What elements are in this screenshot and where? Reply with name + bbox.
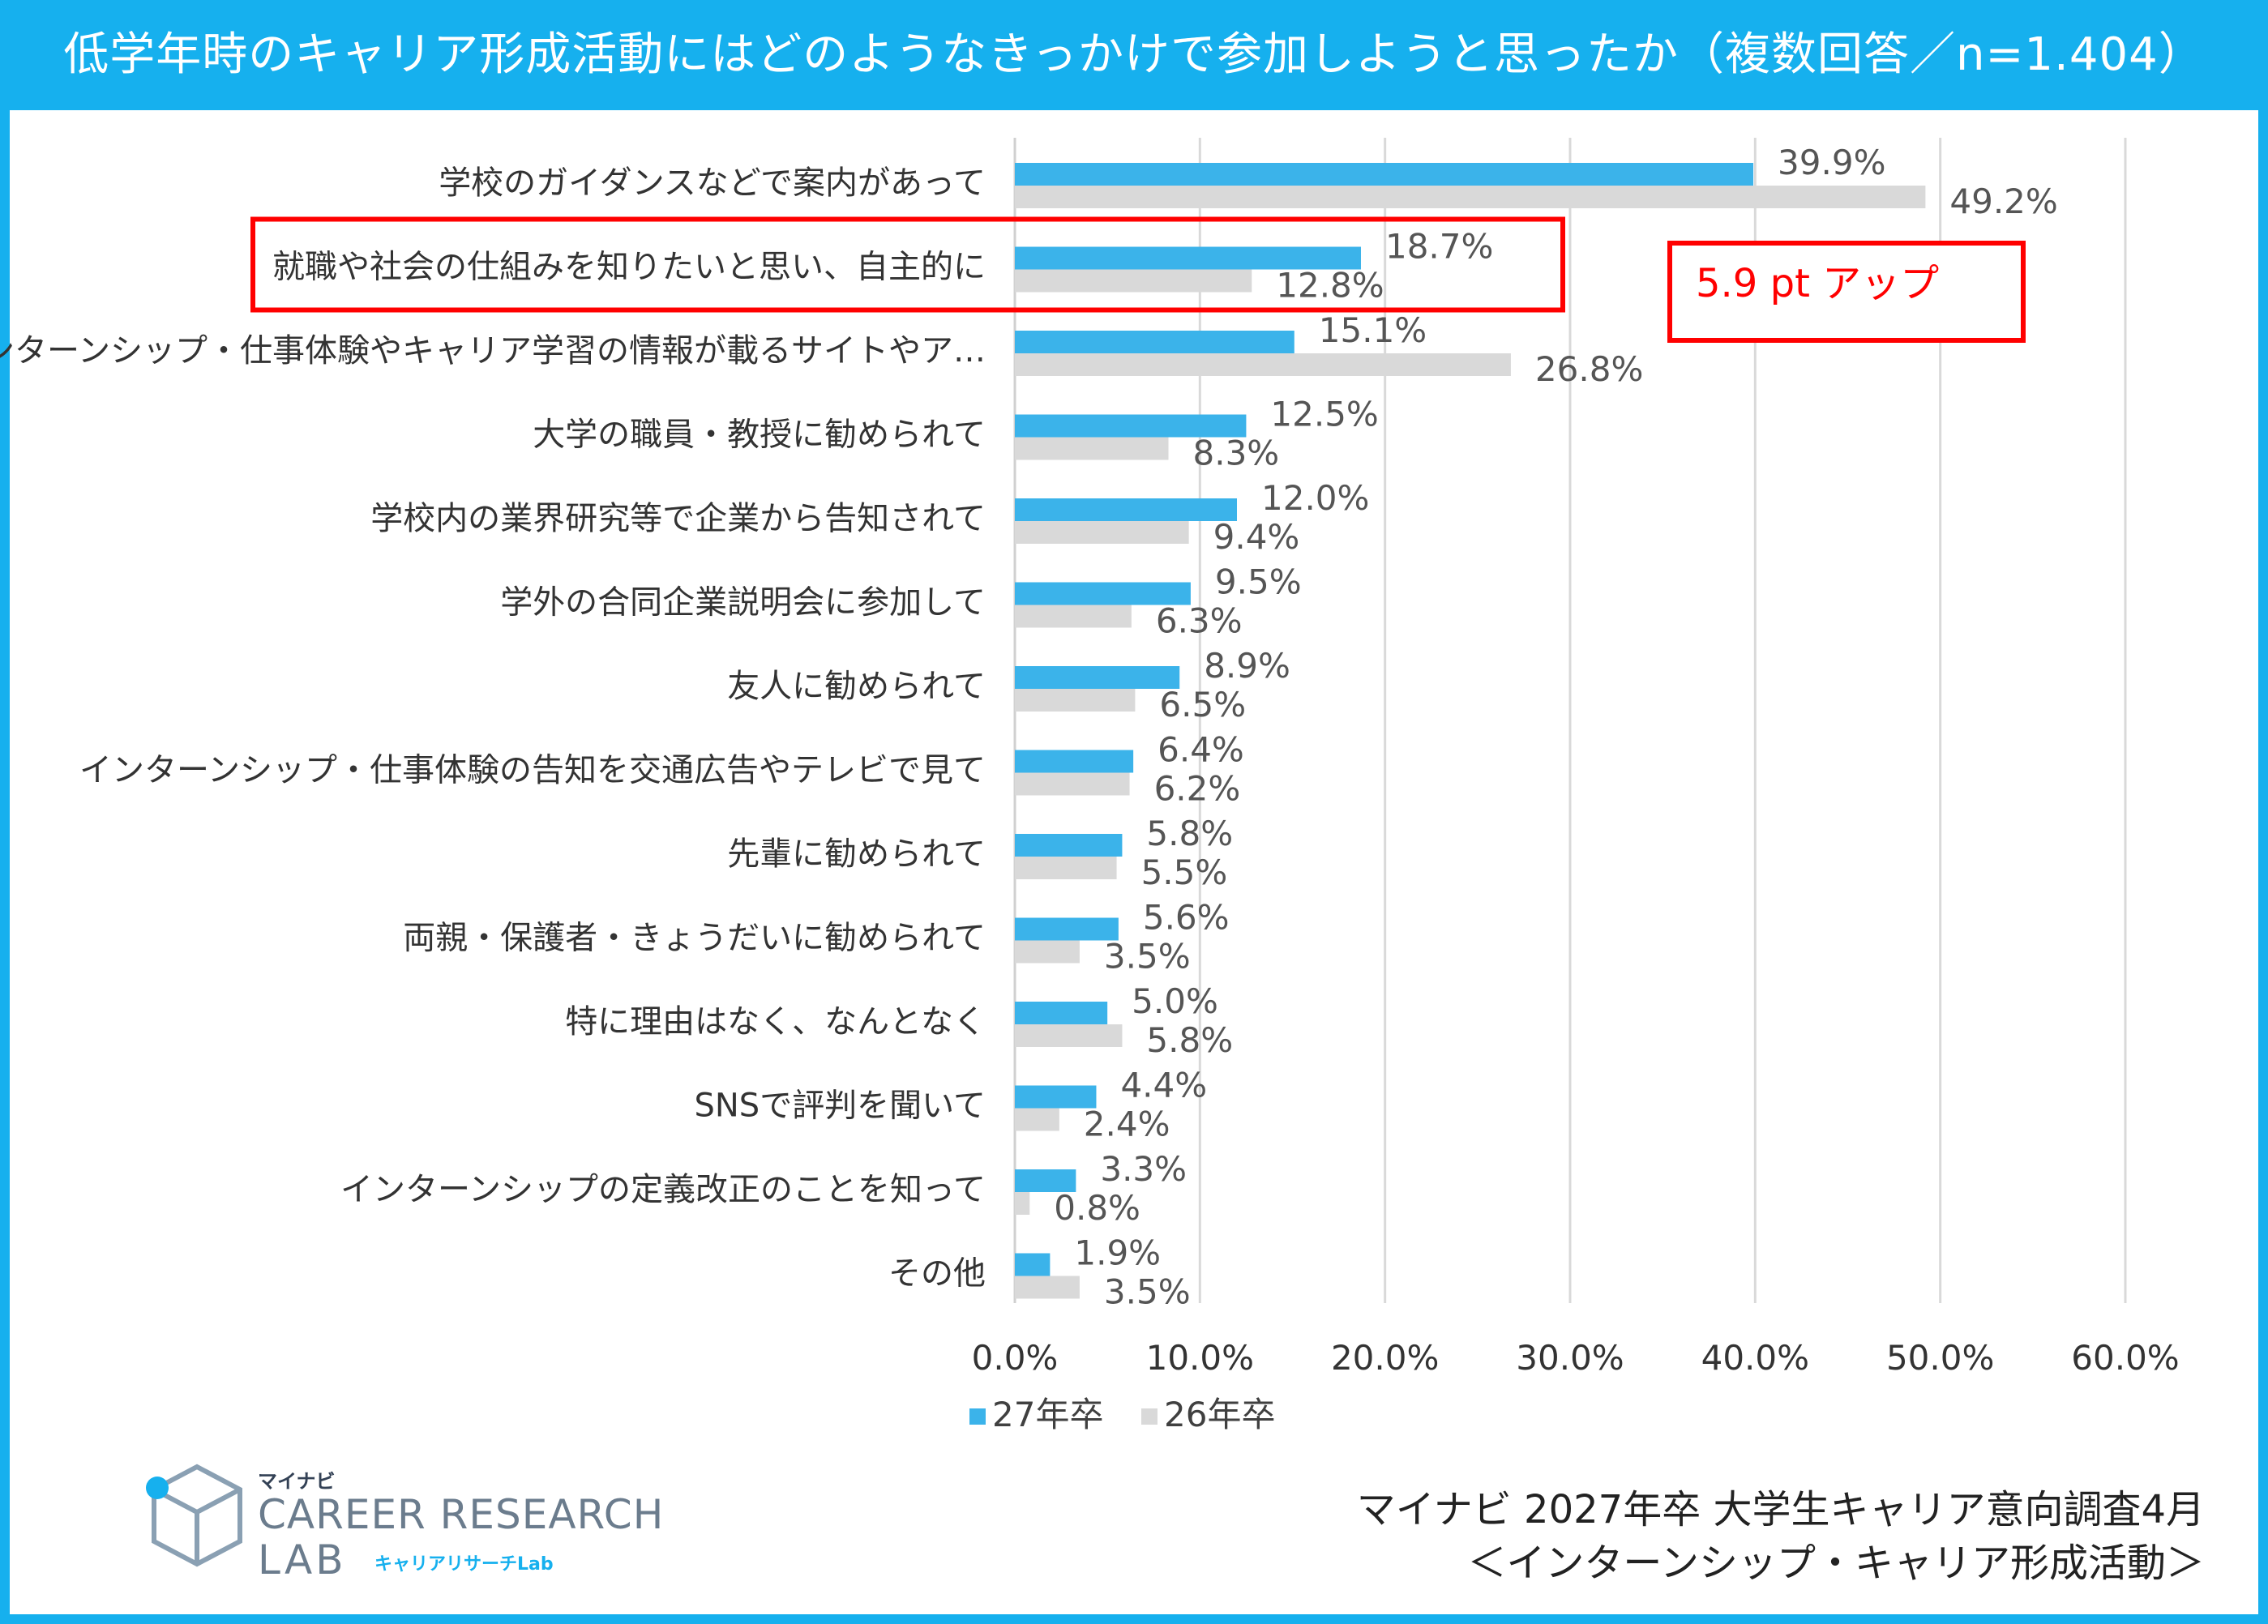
x-tick-label: 30.0% <box>1516 1338 1624 1378</box>
category-label: 大学の職員・教授に勧められて <box>533 417 986 454</box>
bar-26 <box>1015 689 1136 712</box>
category-label: 学校のガイダンスなどで案内があって <box>439 165 986 202</box>
data-label-26: 3.5% <box>1104 937 1191 977</box>
data-label-26: 12.8% <box>1276 266 1384 306</box>
bar-26 <box>1015 437 1169 460</box>
bar-26 <box>1015 772 1130 796</box>
data-label-26: 2.4% <box>1084 1105 1170 1144</box>
category-label: 友人に勧められて <box>727 668 986 705</box>
category-label: 学外の合同企業説明会に参加して <box>500 584 986 622</box>
data-label-26: 6.5% <box>1159 685 1246 724</box>
bar-26 <box>1015 1024 1123 1047</box>
category-label: 学校内の業界研究等で企業から告知されて <box>370 500 986 537</box>
data-label-27: 4.4% <box>1120 1066 1207 1105</box>
data-label-27: 5.6% <box>1143 898 1230 938</box>
x-tick-label: 40.0% <box>1701 1338 1809 1378</box>
bar-26 <box>1015 269 1252 293</box>
data-label-26: 9.4% <box>1213 517 1300 557</box>
highlight-box <box>250 216 1565 313</box>
data-label-26: 3.5% <box>1104 1272 1191 1312</box>
bar-27 <box>1015 834 1123 857</box>
bar-26 <box>1015 521 1189 544</box>
category-label: インターンシップ・仕事体験やキャリア学習の情報が載るサイトやア… <box>0 332 986 370</box>
cube-logo-icon <box>146 1464 242 1567</box>
data-label-27: 12.5% <box>1270 395 1378 434</box>
logo-subtitle: キャリアリサーチLab <box>374 1554 554 1575</box>
category-label: インターンシップの定義改正のことを知って <box>340 1171 986 1208</box>
bar-26 <box>1015 1108 1059 1131</box>
bar-27 <box>1015 582 1191 605</box>
category-label: 両親・保護者・きょうだいに勧められて <box>403 920 986 957</box>
bar-27 <box>1015 1085 1097 1109</box>
logo-title: CAREER RESEARCH <box>258 1491 665 1538</box>
data-label-27: 39.9% <box>1778 143 1885 182</box>
data-label-26: 5.5% <box>1141 853 1228 892</box>
bar-27 <box>1015 1002 1108 1024</box>
logo-brand: マイナビ <box>258 1470 336 1493</box>
career-research-lab-logo: マイナビ CAREER RESEARCH LAB キャリアリサーチLab <box>144 1459 663 1583</box>
title-bar: 低学年時のキャリア形成活動にはどのようなきっかけで参加しようと思ったか（複数回答… <box>0 0 2268 110</box>
data-label-27: 1.9% <box>1074 1233 1161 1273</box>
logo-lab: LAB <box>258 1536 347 1583</box>
data-label-27: 18.7% <box>1385 227 1493 267</box>
data-label-26: 6.3% <box>1156 601 1243 641</box>
data-label-27: 6.4% <box>1158 730 1244 770</box>
x-tick-label: 60.0% <box>2071 1338 2179 1378</box>
bar-26 <box>1015 940 1080 964</box>
data-label-27: 9.5% <box>1215 562 1302 602</box>
data-label-26: 6.2% <box>1154 769 1241 809</box>
data-label-27: 3.3% <box>1100 1149 1187 1189</box>
x-tick-label: 0.0% <box>972 1338 1059 1378</box>
bar-27 <box>1015 498 1237 521</box>
category-label: 特に理由はなく、なんとなく <box>565 1003 986 1041</box>
data-label-26: 8.3% <box>1193 434 1280 473</box>
data-label-26: 0.8% <box>1054 1188 1140 1228</box>
data-label-27: 5.8% <box>1146 814 1233 853</box>
legend-label-27: 27年卒 <box>992 1395 1103 1434</box>
data-label-27: 5.0% <box>1132 981 1218 1021</box>
bar-27 <box>1015 246 1361 270</box>
x-tick-label: 10.0% <box>1146 1338 1254 1378</box>
source-line-2: ＜インターンシップ・キャリア形成活動＞ <box>1467 1541 2205 1586</box>
category-label: 先輩に勧められて <box>727 836 986 873</box>
chart-title: 低学年時のキャリア形成活動にはどのようなきっかけで参加しようと思ったか（複数回答… <box>63 28 2205 81</box>
data-label-26: 26.8% <box>1535 349 1643 389</box>
data-label-27: 12.0% <box>1261 478 1369 518</box>
source-line-1: マイナビ 2027年卒 大学生キャリア意向調査4月 <box>1356 1487 2205 1532</box>
bar-26 <box>1015 186 1926 208</box>
bar-26 <box>1015 605 1132 628</box>
bar-27 <box>1015 331 1294 353</box>
data-label-26: 49.2% <box>1949 182 2057 221</box>
annotation-box <box>1667 241 2026 343</box>
legend-swatch-27 <box>969 1408 986 1425</box>
legend-label-26: 26年卒 <box>1164 1395 1275 1434</box>
x-tick-label: 50.0% <box>1886 1338 1994 1378</box>
x-tick-label: 20.0% <box>1331 1338 1439 1378</box>
bar-27 <box>1015 750 1134 773</box>
legend-swatch-26 <box>1141 1408 1158 1425</box>
category-label: インターンシップ・仕事体験の告知を交通広告やテレビで見て <box>79 752 986 789</box>
bar-27 <box>1015 1169 1076 1192</box>
category-label: SNSで評判を聞いて <box>694 1088 986 1125</box>
annotation-text: 5.9 pt アップ <box>1696 261 1939 306</box>
bar-27 <box>1015 163 1754 186</box>
source-note: マイナビ 2027年卒 大学生キャリア意向調査4月 ＜インターンシップ・キャリア… <box>1357 1483 2205 1590</box>
bar-27 <box>1015 1253 1051 1276</box>
bar-26 <box>1015 353 1511 376</box>
data-label-27: 8.9% <box>1204 646 1290 686</box>
bar-26 <box>1015 1192 1030 1215</box>
bar-27 <box>1015 414 1247 438</box>
bar-27 <box>1015 666 1180 689</box>
data-label-27: 15.1% <box>1319 310 1427 350</box>
bar-26 <box>1015 857 1117 879</box>
category-label: その他 <box>888 1255 986 1293</box>
bar-26 <box>1015 1276 1080 1299</box>
bar-27 <box>1015 917 1119 941</box>
data-label-26: 5.8% <box>1146 1020 1233 1060</box>
category-label: 就職や社会の仕組みを知りたいと思い、自主的に <box>272 249 986 286</box>
